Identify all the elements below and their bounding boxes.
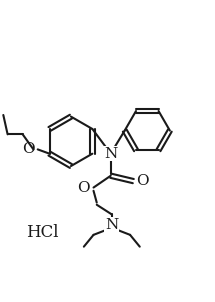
Text: O: O (77, 181, 90, 194)
Text: O: O (137, 174, 149, 188)
Text: N: N (104, 146, 117, 161)
Text: O: O (22, 142, 34, 156)
Text: HCl: HCl (26, 224, 58, 241)
Text: N: N (105, 218, 118, 232)
